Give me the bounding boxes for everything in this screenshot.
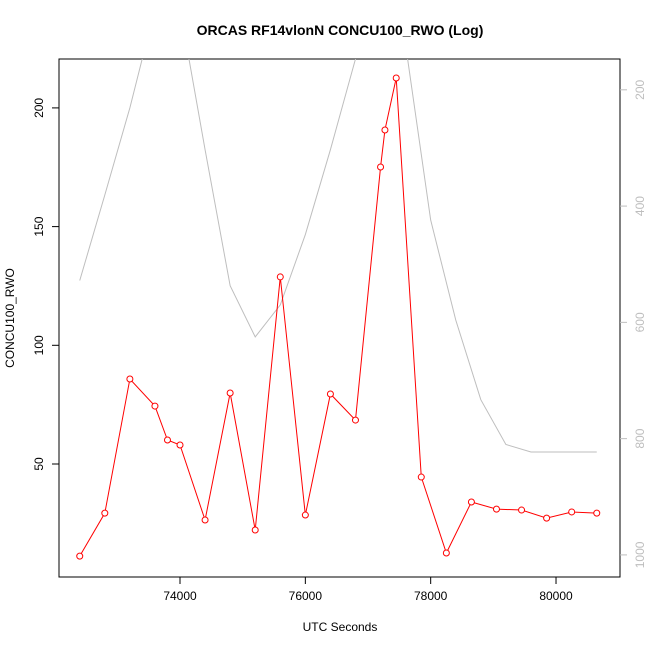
data-point [101, 509, 109, 517]
y-tick-label: 100 [32, 335, 46, 355]
data-point [201, 516, 209, 524]
y2-tick-label: 400 [633, 196, 647, 216]
chart-title: ORCAS RF14vlonN CONCU100_RWO (Log) [197, 22, 484, 38]
data-point [76, 552, 84, 560]
y-tick-label: 50 [32, 457, 46, 471]
y-tick-label: 150 [32, 216, 46, 236]
data-point [351, 416, 359, 424]
data-point [126, 375, 134, 383]
x-axis-label: UTC Seconds [303, 620, 378, 634]
data-point [301, 511, 309, 519]
plot-frame [58, 58, 621, 578]
y2-tick-label: 800 [633, 428, 647, 448]
data-point [543, 514, 551, 522]
data-point [568, 508, 576, 516]
x-tick-label: 78000 [414, 589, 448, 603]
data-point [226, 389, 234, 397]
plot-area [76, 59, 601, 560]
data-point [251, 526, 259, 534]
data-point [518, 506, 526, 514]
data-point [276, 273, 284, 281]
y-axis-label: CONCU100_RWO [3, 268, 17, 368]
y2-tick-label: 1000 [633, 541, 647, 568]
data-point [326, 390, 334, 398]
data-point [163, 436, 171, 444]
data-point [377, 163, 385, 171]
x-tick-label: 74000 [163, 589, 197, 603]
data-point [381, 126, 389, 134]
data-point [467, 498, 475, 506]
y2-tick-label: 600 [633, 312, 647, 332]
data-point [176, 441, 184, 449]
data-point [492, 505, 500, 513]
x-tick-label: 76000 [289, 589, 323, 603]
y-tick-label: 200 [32, 98, 46, 118]
data-point [417, 473, 425, 481]
series-line [79, 77, 597, 557]
series-line [79, 59, 597, 453]
data-point [151, 402, 159, 410]
y2-tick-label: 200 [633, 79, 647, 99]
data-point [442, 549, 450, 557]
x-tick-label: 80000 [539, 589, 573, 603]
data-point [593, 509, 601, 517]
data-point [392, 74, 400, 82]
